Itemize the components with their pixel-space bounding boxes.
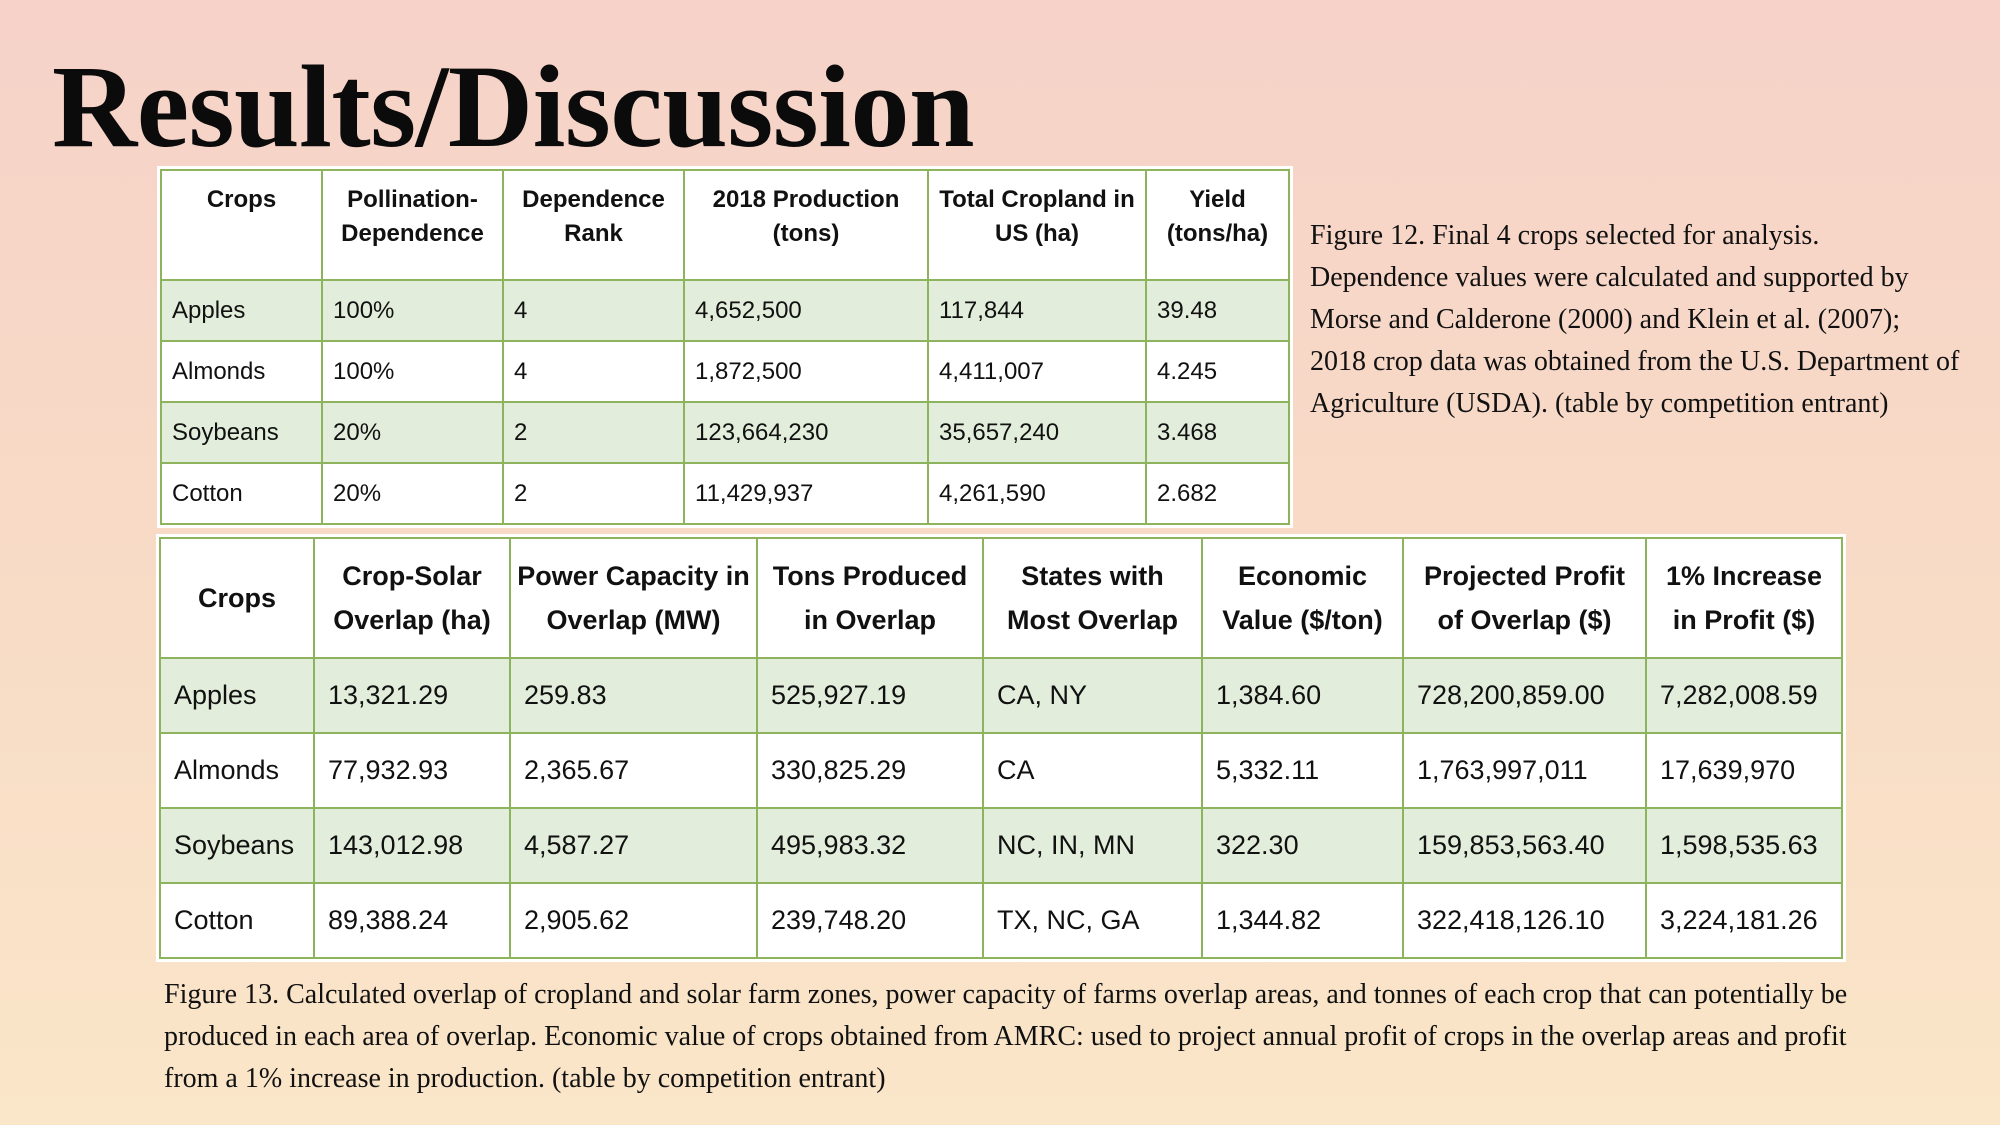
table-cell: 117,844: [927, 279, 1147, 342]
table-cell: 7,282,008.59: [1645, 657, 1843, 734]
table-cell: 4,652,500: [683, 279, 929, 342]
table-cell: 20%: [321, 462, 504, 525]
table-cell: 89,388.24: [313, 882, 511, 959]
table-cell: 239,748.20: [756, 882, 984, 959]
column-header: Economic Value ($/ton): [1201, 537, 1404, 659]
table-cell: 4,261,590: [927, 462, 1147, 525]
table-cell: 4: [502, 279, 685, 342]
table-cell: 4.245: [1145, 340, 1290, 403]
table-cell: Almonds: [160, 340, 323, 403]
column-header: Crop-Solar Overlap (ha): [313, 537, 511, 659]
table-cell: NC, IN, MN: [982, 807, 1203, 884]
table-cell: 159,853,563.40: [1402, 807, 1647, 884]
table-cell: 77,932.93: [313, 732, 511, 809]
column-header: 2018 Production (tons): [683, 169, 929, 281]
table-cell: 1,598,535.63: [1645, 807, 1843, 884]
figure-13-caption: Figure 13. Calculated overlap of croplan…: [164, 979, 1848, 1094]
table-cell: 39.48: [1145, 279, 1290, 342]
table-cell: 1,763,997,011: [1402, 732, 1647, 809]
table-cell: Apples: [160, 279, 323, 342]
table-row: Cotton 89,388.24 2,905.62 239,748.20 TX,…: [159, 882, 1843, 959]
table-row: Cotton 20% 2 11,429,937 4,261,590 2.682: [160, 462, 1290, 525]
column-header: States with Most Overlap: [982, 537, 1203, 659]
table-cell: CA, NY: [982, 657, 1203, 734]
table-row: Almonds 100% 4 1,872,500 4,411,007 4.245: [160, 340, 1290, 403]
table-cell: 1,344.82: [1201, 882, 1404, 959]
table-cell: 525,927.19: [756, 657, 984, 734]
table-cell: Cotton: [160, 462, 323, 525]
table-cell: 2.682: [1145, 462, 1290, 525]
table-row: Soybeans 20% 2 123,664,230 35,657,240 3.…: [160, 401, 1290, 464]
table-row: Soybeans 143,012.98 4,587.27 495,983.32 …: [159, 807, 1843, 884]
table-cell: 143,012.98: [313, 807, 511, 884]
column-header: Power Capacity in Overlap (MW): [509, 537, 758, 659]
table-cell: 2,365.67: [509, 732, 758, 809]
table-cell: Soybeans: [159, 807, 315, 884]
table-cell: 2: [502, 401, 685, 464]
table-cell: 3.468: [1145, 401, 1290, 464]
table-row: Apples 100% 4 4,652,500 117,844 39.48: [160, 279, 1290, 342]
table-cell: 4,587.27: [509, 807, 758, 884]
column-header: Tons Produced in Overlap: [756, 537, 984, 659]
table-cell: 35,657,240: [927, 401, 1147, 464]
table-cell: 322,418,126.10: [1402, 882, 1647, 959]
column-header: Projected Profit of Overlap ($): [1402, 537, 1647, 659]
table-cell: 11,429,937: [683, 462, 929, 525]
table-cell: 123,664,230: [683, 401, 929, 464]
table-cell: 495,983.32: [756, 807, 984, 884]
table-cell: 322.30: [1201, 807, 1404, 884]
column-header: Crops: [160, 169, 323, 281]
table-header-row: Crops Crop-Solar Overlap (ha) Power Capa…: [159, 537, 1843, 659]
table-cell: CA: [982, 732, 1203, 809]
table-cell: 100%: [321, 279, 504, 342]
table-cell: 2,905.62: [509, 882, 758, 959]
column-header: Yield (tons/ha): [1145, 169, 1290, 281]
table-cell: 5,332.11: [1201, 732, 1404, 809]
table-cell: 1,872,500: [683, 340, 929, 403]
column-header: Dependence Rank: [502, 169, 685, 281]
table-row: Apples 13,321.29 259.83 525,927.19 CA, N…: [159, 657, 1843, 734]
table-cell: 330,825.29: [756, 732, 984, 809]
table-cell: 20%: [321, 401, 504, 464]
overlap-profit-table: Crops Crop-Solar Overlap (ha) Power Capa…: [156, 534, 1846, 962]
column-header: Crops: [159, 537, 315, 659]
table-cell: 100%: [321, 340, 504, 403]
crop-selection-table: Crops Pollination-Dependence Dependence …: [157, 166, 1293, 528]
table-cell: 13,321.29: [313, 657, 511, 734]
figure-12-caption: Figure 12. Final 4 crops selected for an…: [1310, 220, 1960, 419]
slide-title: Results/Discussion: [52, 41, 975, 172]
table-cell: Cotton: [159, 882, 315, 959]
column-header: Pollination-Dependence: [321, 169, 504, 281]
table-cell: TX, NC, GA: [982, 882, 1203, 959]
table-header-row: Crops Pollination-Dependence Dependence …: [160, 169, 1290, 281]
table-cell: 17,639,970: [1645, 732, 1843, 809]
table-cell: Apples: [159, 657, 315, 734]
column-header: Total Cropland in US (ha): [927, 169, 1147, 281]
table-cell: 3,224,181.26: [1645, 882, 1843, 959]
table-cell: Soybeans: [160, 401, 323, 464]
table-cell: 4: [502, 340, 685, 403]
table-cell: 4,411,007: [927, 340, 1147, 403]
table-cell: Almonds: [159, 732, 315, 809]
table-row: Almonds 77,932.93 2,365.67 330,825.29 CA…: [159, 732, 1843, 809]
column-header: 1% Increase in Profit ($): [1645, 537, 1843, 659]
table-cell: 2: [502, 462, 685, 525]
table-cell: 1,384.60: [1201, 657, 1404, 734]
table-cell: 259.83: [509, 657, 758, 734]
table-cell: 728,200,859.00: [1402, 657, 1647, 734]
